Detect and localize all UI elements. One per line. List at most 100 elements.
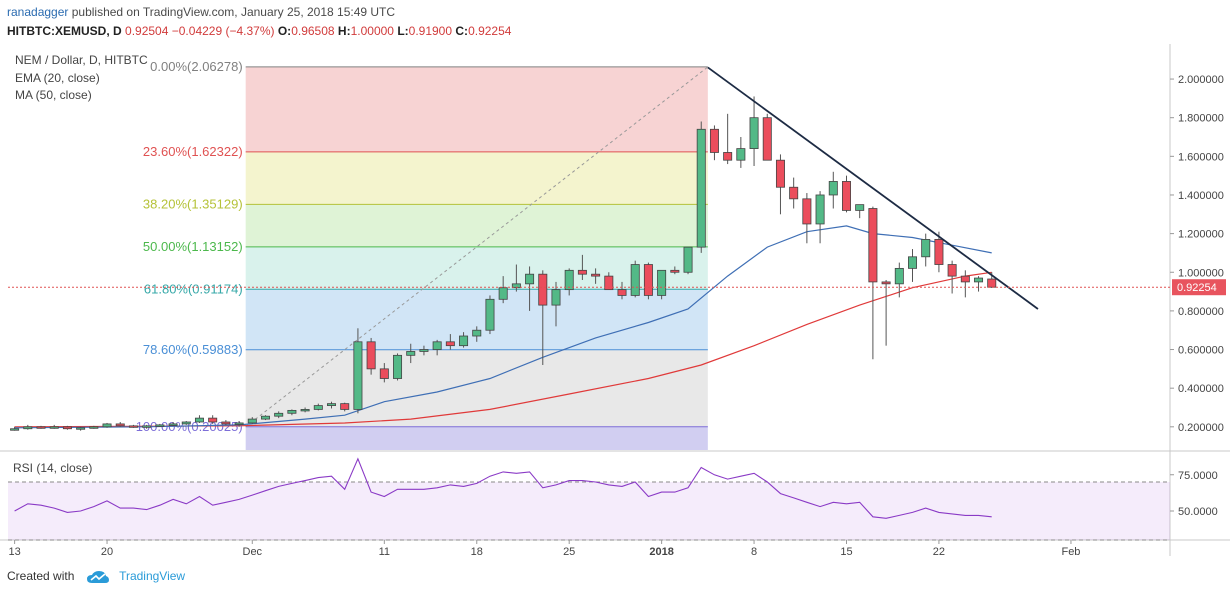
candle-body bbox=[538, 273, 548, 306]
author-link[interactable]: ranadagger bbox=[7, 5, 69, 19]
candle-body bbox=[577, 269, 587, 275]
rsi-legend: RSI (14, close) bbox=[13, 461, 92, 475]
last-price: 0.92504 bbox=[125, 24, 169, 38]
candle-body bbox=[62, 426, 72, 430]
price-tick-label: 0.800000 bbox=[1178, 306, 1224, 318]
rsi-tick-label: 50.0000 bbox=[1178, 506, 1218, 518]
fib-level-label: 38.20%(1.35129) bbox=[143, 196, 243, 211]
time-tick-label: 15 bbox=[840, 546, 852, 558]
candle-body bbox=[419, 349, 429, 352]
candle-body bbox=[10, 428, 20, 431]
fib-zone bbox=[245, 151, 708, 205]
candle-body bbox=[749, 117, 759, 150]
published-text: published on TradingView.com, January 25… bbox=[68, 5, 396, 19]
candle-body bbox=[974, 277, 984, 283]
candle-body bbox=[49, 426, 59, 429]
fib-diagonal bbox=[245, 66, 709, 428]
fib-zone bbox=[245, 66, 708, 152]
created-with-text: Created with bbox=[7, 569, 75, 583]
candle-body bbox=[736, 148, 746, 161]
candle-body bbox=[775, 159, 785, 188]
candle-body bbox=[366, 341, 376, 370]
rsi-line bbox=[14, 457, 992, 519]
candle-body bbox=[881, 281, 891, 285]
candle-body bbox=[406, 351, 416, 356]
time-tick-label: 22 bbox=[933, 546, 945, 558]
candle-body bbox=[472, 329, 482, 337]
candle-body bbox=[208, 417, 218, 423]
open-label: O: bbox=[277, 24, 292, 38]
chart-header: ranadagger published on TradingView.com,… bbox=[0, 0, 1230, 44]
candles bbox=[10, 96, 997, 431]
candle-body bbox=[260, 415, 270, 420]
symbol-label: HITBTC:XEMUSD, D bbox=[7, 24, 122, 38]
price-tick-label: 1.600000 bbox=[1178, 151, 1224, 163]
candle-body bbox=[564, 269, 574, 291]
candle-body bbox=[604, 275, 614, 291]
candle-body bbox=[234, 422, 244, 425]
last-price-label: 0.92254 bbox=[1177, 282, 1217, 294]
candle-body bbox=[709, 128, 719, 153]
candle-body bbox=[960, 275, 970, 283]
candle-body bbox=[841, 181, 851, 211]
candle-body bbox=[525, 273, 535, 285]
time-tick-label: 20 bbox=[101, 546, 113, 558]
price-tick-label: 1.800000 bbox=[1178, 113, 1224, 125]
fib-zone bbox=[245, 204, 708, 247]
candle-body bbox=[432, 341, 442, 350]
fib-zone bbox=[245, 349, 708, 427]
candle-body bbox=[696, 128, 706, 248]
change-value: −0.04229 (−4.37%) bbox=[171, 24, 275, 38]
candle-body bbox=[287, 409, 297, 414]
ohlc-line: HITBTC:XEMUSD, D 0.92504 −0.04229 (−4.37… bbox=[7, 24, 511, 38]
candle-body bbox=[868, 208, 878, 283]
candle-body bbox=[340, 403, 350, 410]
chart-title: NEM / Dollar, D, HITBTC bbox=[15, 53, 148, 67]
publish-line: ranadagger published on TradingView.com,… bbox=[7, 5, 395, 19]
candle-body bbox=[300, 409, 310, 412]
candle-body bbox=[327, 403, 337, 406]
candle-body bbox=[181, 421, 191, 425]
candle-body bbox=[921, 239, 931, 258]
candle-body bbox=[445, 341, 455, 347]
candle-body bbox=[142, 425, 152, 428]
high-label: H: bbox=[337, 24, 351, 38]
high-value: 1.00000 bbox=[350, 24, 394, 38]
candle-body bbox=[393, 354, 403, 379]
candle-body bbox=[894, 267, 904, 285]
fib-level-label: 0.00%(2.06278) bbox=[150, 59, 243, 74]
time-tick-label: 11 bbox=[379, 546, 390, 558]
candle-body bbox=[23, 426, 33, 430]
time-tick-label: 25 bbox=[563, 546, 575, 558]
candle-body bbox=[379, 368, 389, 379]
candle-body bbox=[89, 426, 99, 429]
fib-level-label: 23.60%(1.62322) bbox=[143, 144, 243, 159]
tradingview-cloud-icon bbox=[86, 570, 109, 583]
candle-body bbox=[670, 269, 680, 273]
close-value: 0.92254 bbox=[468, 24, 512, 38]
trendline-drawing[interactable] bbox=[707, 66, 1039, 310]
candle-body bbox=[459, 335, 469, 347]
candle-body bbox=[102, 423, 112, 428]
price-axis[interactable]: 0.200000 0.400000 0.600000 0.800000 1.000000… bbox=[8, 74, 1226, 434]
candle-body bbox=[128, 425, 138, 428]
candle-body bbox=[802, 198, 812, 225]
time-axis[interactable]: 13 20 Dec 11 18 25 2018 8 15 22 Feb bbox=[8, 540, 1080, 558]
fib-level-label: 61.80%(0.91174) bbox=[144, 281, 243, 296]
fibonacci-retracement[interactable]: 0.00%(2.06278) 23.60%(1.62322) 38.20%(1.35… bbox=[136, 59, 709, 450]
candle-body bbox=[630, 264, 640, 296]
candle-body bbox=[36, 426, 46, 429]
candle-body bbox=[551, 289, 561, 306]
candle-body bbox=[815, 194, 825, 225]
candle-body bbox=[643, 264, 653, 296]
candle-body bbox=[221, 421, 231, 425]
ema-legend: EMA (20, close) bbox=[15, 71, 100, 85]
time-tick-label: Dec bbox=[243, 546, 263, 558]
candle-body bbox=[617, 289, 627, 296]
close-label: C: bbox=[455, 24, 469, 38]
price-chart[interactable]: 0.00%(2.06278) 23.60%(1.62322) 38.20%(1.35… bbox=[0, 44, 1230, 558]
candle-body bbox=[762, 117, 772, 161]
price-tick-label: 0.200000 bbox=[1178, 422, 1224, 434]
tradingview-link[interactable]: TradingView bbox=[119, 569, 186, 583]
candle-body bbox=[498, 287, 508, 300]
